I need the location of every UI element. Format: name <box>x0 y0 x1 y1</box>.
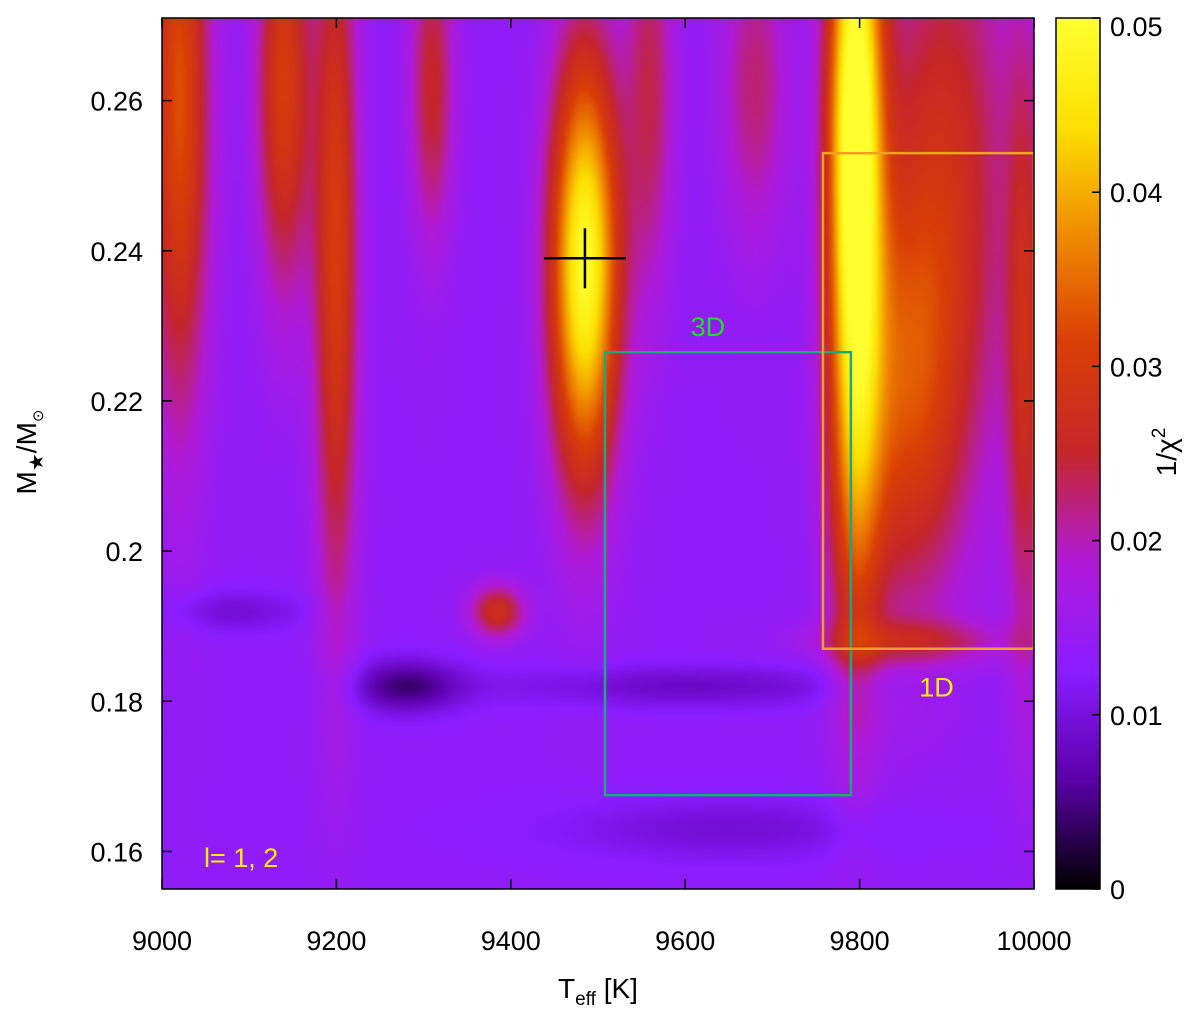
y-tick-label: 0.16 <box>90 837 143 867</box>
heatmap <box>162 18 1034 889</box>
colorbar-tick-label: 0.02 <box>1110 527 1163 557</box>
x-tick-label: 10000 <box>996 926 1071 956</box>
x-axis-title: Teff [K] <box>558 973 638 1010</box>
y-axis: 0.16 0.18 0.2 0.22 0.24 0.26 <box>90 87 1034 867</box>
y-tick-label: 0.2 <box>105 537 143 567</box>
colorbar <box>1055 17 1101 890</box>
colorbar-tick-label: 0.03 <box>1110 352 1163 382</box>
x-tick-label: 9400 <box>481 926 541 956</box>
y-tick-label: 0.18 <box>90 687 143 717</box>
box-label-3d: 3D <box>691 312 726 342</box>
colorbar-axis: 0 0.01 0.02 0.03 0.04 0.05 <box>1092 12 1163 905</box>
plot-area <box>162 18 1034 889</box>
y-axis-title: M★/M⊙ <box>11 410 48 495</box>
overlay-layer <box>543 151 1034 797</box>
colorbar-tick-label: 0.01 <box>1110 701 1163 731</box>
x-axis: 9000 9200 9400 9600 9800 10000 <box>132 18 1072 956</box>
x-tick-label: 9800 <box>830 926 890 956</box>
x-tick-label: 9600 <box>655 926 715 956</box>
plot-frame <box>161 17 1035 890</box>
box-label-1d: 1D <box>919 673 954 703</box>
y-tick-label: 0.24 <box>90 237 143 267</box>
colorbar-tick-label: 0 <box>1110 875 1125 905</box>
colorbar-tick-label: 0.04 <box>1110 178 1163 208</box>
y-tick-label: 0.26 <box>90 87 143 117</box>
box-3d <box>603 350 853 797</box>
colorbar-tick-label: 0.05 <box>1110 12 1163 42</box>
x-tick-label: 9000 <box>132 926 192 956</box>
y-tick-label: 0.22 <box>90 387 143 417</box>
colorbar-title: 1/χ2 <box>1149 428 1182 477</box>
x-tick-label: 9200 <box>306 926 366 956</box>
degree-annotation: l= 1, 2 <box>204 843 278 873</box>
box-1d <box>821 151 1034 650</box>
